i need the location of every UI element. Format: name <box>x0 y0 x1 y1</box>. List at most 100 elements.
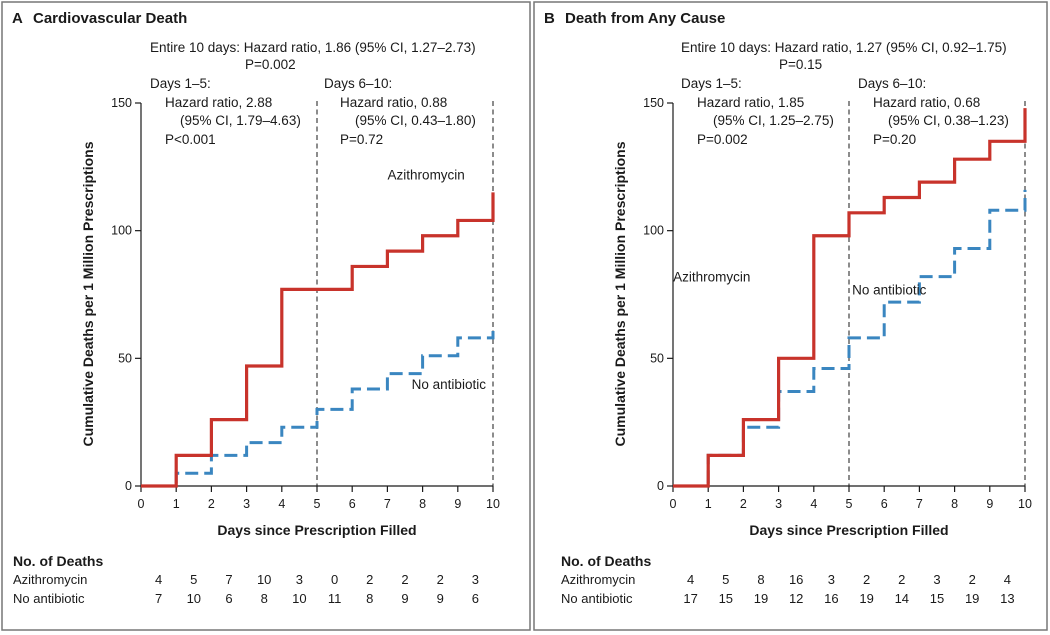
panel-b-deaths-value-no-antibiotic: 15 <box>930 591 944 606</box>
panel-b-frame <box>533 1 1048 631</box>
panel-a-x-tick-label: 3 <box>243 497 250 511</box>
panel-b-deaths-table-title: No. of Deaths <box>561 553 651 569</box>
panel-a-x-tick-label: 7 <box>384 497 391 511</box>
panel-b-entire-p: P=0.15 <box>779 57 822 72</box>
panel-b-deaths-value-azithromycin: 16 <box>789 572 803 587</box>
panel-b-x-tick-label: 3 <box>775 497 782 511</box>
panel-b-x-tick-label: 8 <box>951 497 958 511</box>
panel-a-deaths-value-azithromycin: 3 <box>472 572 479 587</box>
panel-a-deaths-value-no-antibiotic: 7 <box>155 591 162 606</box>
panel-a-x-tick-label: 5 <box>314 497 321 511</box>
panel-a-y-tick-label: 0 <box>125 479 132 493</box>
panel-a-deaths-value-no-antibiotic: 8 <box>366 591 373 606</box>
panel-a-x-tick-label: 6 <box>349 497 356 511</box>
panel-b-deaths-value-azithromycin: 4 <box>1004 572 1011 587</box>
panel-b-deaths-value-azithromycin: 8 <box>757 572 764 587</box>
panel-b-deaths-value-no-antibiotic: 19 <box>859 591 873 606</box>
panel-a-deaths-value-no-antibiotic: 11 <box>328 591 342 606</box>
panel-a-y-tick-label: 100 <box>111 224 132 238</box>
panel-a-x-tick-label: 4 <box>278 497 285 511</box>
panel-a-deaths-value-azithromycin: 10 <box>257 572 271 587</box>
panel-b-series-label-no-antibiotic: No antibiotic <box>852 283 927 298</box>
panel-a-deaths-value-azithromycin: 7 <box>225 572 232 587</box>
panel-b-late-p: P=0.20 <box>873 132 916 147</box>
panel-a-x-tick-label: 9 <box>454 497 461 511</box>
panel-a-deaths-value-azithromycin: 4 <box>155 572 162 587</box>
panel-b-early-heading: Days 1–5: <box>681 76 742 91</box>
panel-a-deaths-row-label-no-antibiotic: No antibiotic <box>13 591 85 606</box>
panel-b-x-tick-label: 9 <box>986 497 993 511</box>
panel-a-deaths-value-no-antibiotic: 6 <box>472 591 479 606</box>
panel-b-letter: B <box>544 10 555 27</box>
panel-b-y-tick-label: 50 <box>650 351 664 365</box>
panel-b-y-tick-label: 150 <box>643 96 664 110</box>
panel-a-x-tick-label: 1 <box>173 497 180 511</box>
panel-b-plot-area: 0 50 100 150 0 1 2 3 4 5 6 7 8 9 10 No antibiotic Azithr… <box>643 96 1032 511</box>
panel-a-entire-hr: Entire 10 days: Hazard ratio, 1.86 (95% … <box>150 40 476 55</box>
panel-a-x-tick-label: 0 <box>138 497 145 511</box>
panel-a-deaths-value-no-antibiotic: 8 <box>261 591 268 606</box>
panel-b-entire-hr: Entire 10 days: Hazard ratio, 1.27 (95% … <box>681 40 1007 55</box>
panel-b-x-tick-label: 2 <box>740 497 747 511</box>
panel-a-y-tick-label: 150 <box>111 96 132 110</box>
panel-a-deaths-row-label-azithromycin: Azithromycin <box>13 572 87 587</box>
panel-a-entire-p: P=0.002 <box>245 57 296 72</box>
panel-a-deaths-values: 4 5 7 10 3 0 2 2 2 3 7 10 6 8 10 11 8 9 9 6 <box>155 572 479 606</box>
panel-b-deaths-value-no-antibiotic: 12 <box>789 591 803 606</box>
panel-b-deaths-value-no-antibiotic: 15 <box>719 591 733 606</box>
panel-b-y-tick-label: 0 <box>657 479 664 493</box>
panel-a-deaths-value-azithromycin: 5 <box>190 572 197 587</box>
panel-a-late-p: P=0.72 <box>340 132 383 147</box>
panel-a-letter: A <box>12 10 23 27</box>
panel-a-deaths-value-no-antibiotic: 6 <box>225 591 232 606</box>
panel-a-deaths-value-no-antibiotic: 9 <box>401 591 408 606</box>
panel-a-series-label-no-antibiotic: No antibiotic <box>412 377 487 392</box>
panel-a-early-p: P<0.001 <box>165 132 216 147</box>
panel-a-deaths-value-no-antibiotic: 10 <box>187 591 201 606</box>
panel-a-late-heading: Days 6–10: <box>324 76 392 91</box>
panel-a-series-label-azithromycin: Azithromycin <box>388 168 465 183</box>
panel-a-x-axis-label: Days since Prescription Filled <box>217 522 416 538</box>
panel-b-x-tick-label: 5 <box>846 497 853 511</box>
panel-b-series-label-azithromycin: Azithromycin <box>673 270 750 285</box>
panel-a-title: Cardiovascular Death <box>33 10 187 27</box>
panel-b-deaths-value-azithromycin: 3 <box>828 572 835 587</box>
panel-b-deaths-value-azithromycin: 4 <box>687 572 694 587</box>
panel-b-x-tick-label: 0 <box>670 497 677 511</box>
panel-b-deaths-value-no-antibiotic: 13 <box>1000 591 1014 606</box>
panel-b-deaths-value-no-antibiotic: 19 <box>754 591 768 606</box>
panel-a-deaths-value-azithromycin: 3 <box>296 572 303 587</box>
panel-a-y-tick-label: 50 <box>118 351 132 365</box>
panel-b-x-tick-label: 4 <box>810 497 817 511</box>
panel-b: B Death from Any Cause Entire 10 days: H… <box>533 1 1048 631</box>
panel-b-x-tick-label: 7 <box>916 497 923 511</box>
panel-a-series-line-azithromycin <box>141 192 495 488</box>
panel-a-x-tick-label: 8 <box>419 497 426 511</box>
panel-b-deaths-value-no-antibiotic: 14 <box>895 591 909 606</box>
panel-a-frame <box>1 1 531 631</box>
panel-b-series-line-no-antibiotic <box>673 189 1027 488</box>
panel-a-deaths-value-no-antibiotic: 9 <box>437 591 444 606</box>
panel-a-deaths-value-no-antibiotic: 10 <box>292 591 306 606</box>
panel-b-x-axis-label: Days since Prescription Filled <box>749 522 948 538</box>
panel-a-series-line-no-antibiotic <box>141 327 495 488</box>
panel-a-early-ci: (95% CI, 1.79–4.63) <box>180 113 301 128</box>
panel-b-deaths-value-azithromycin: 3 <box>933 572 940 587</box>
panel-a-deaths-value-azithromycin: 2 <box>401 572 408 587</box>
panel-a-y-axis-label: Cumulative Deaths per 1 Million Prescrip… <box>80 141 96 446</box>
panel-b-early-ci: (95% CI, 1.25–2.75) <box>713 113 834 128</box>
panel-a: A Cardiovascular Death Entire 10 days: H… <box>1 1 531 631</box>
panel-a-late-hr: Hazard ratio, 0.88 <box>340 95 447 110</box>
panel-a-plot-area: 0 50 100 150 0 1 2 3 4 5 6 7 8 9 10 No antibiotic Azithr… <box>111 96 500 511</box>
panel-b-x-tick-label: 6 <box>881 497 888 511</box>
panel-b-deaths-value-no-antibiotic: 17 <box>683 591 697 606</box>
panel-b-deaths-value-azithromycin: 2 <box>898 572 905 587</box>
panel-b-y-axis-label: Cumulative Deaths per 1 Million Prescrip… <box>612 141 628 446</box>
panel-a-x-tick-label: 2 <box>208 497 215 511</box>
panel-a-early-heading: Days 1–5: <box>150 76 211 91</box>
panel-a-deaths-table-title: No. of Deaths <box>13 553 103 569</box>
panel-b-deaths-value-azithromycin: 5 <box>722 572 729 587</box>
panel-a-deaths-value-azithromycin: 2 <box>366 572 373 587</box>
panel-b-x-tick-label: 10 <box>1018 497 1032 511</box>
panel-b-deaths-value-no-antibiotic: 19 <box>965 591 979 606</box>
